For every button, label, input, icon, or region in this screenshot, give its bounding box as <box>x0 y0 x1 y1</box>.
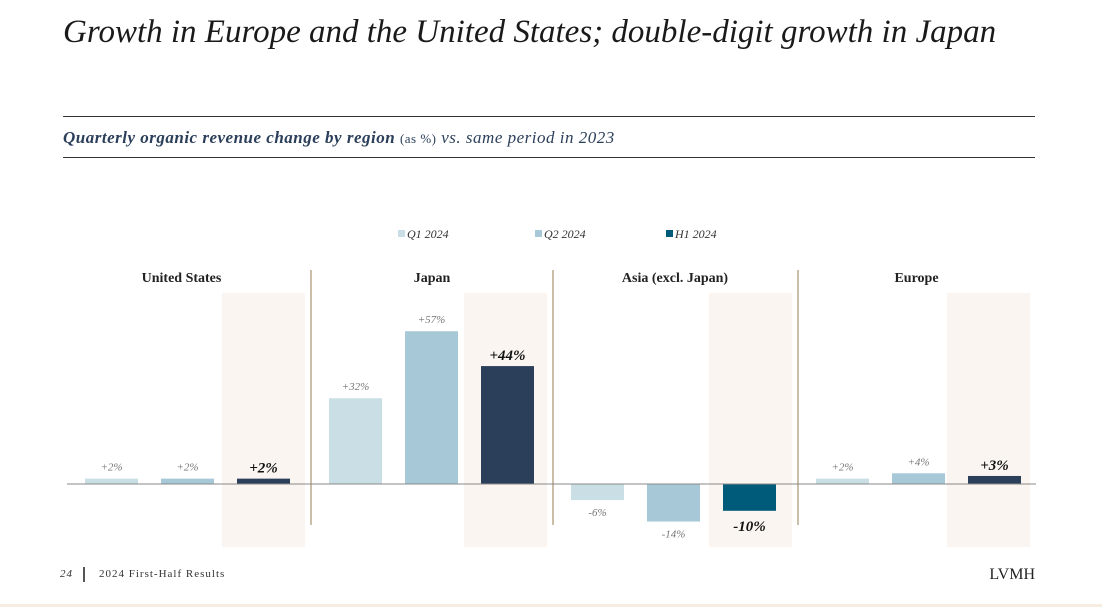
category-label: Asia (excl. Japan) <box>622 271 729 286</box>
bar <box>571 484 624 501</box>
legend-label: Q2 2024 <box>544 227 586 241</box>
slide-title: Growth in Europe and the United States; … <box>63 14 997 50</box>
footer-label: 2024 First-Half Results <box>99 568 226 581</box>
bar <box>85 478 138 484</box>
data-label: -10% <box>733 519 766 535</box>
highlight-band <box>222 293 305 547</box>
legend-label: H1 2024 <box>674 227 717 241</box>
data-label: +4% <box>907 456 929 468</box>
data-label: +2% <box>176 462 198 474</box>
chart-subtitle: Quarterly organic revenue change by regi… <box>63 128 615 148</box>
data-label: +44% <box>489 348 525 364</box>
data-label: +3% <box>980 458 1009 474</box>
lvmh-logo: LVMH <box>989 566 1035 583</box>
data-label: -14% <box>662 529 686 541</box>
data-label: +2% <box>100 462 122 474</box>
divider <box>63 157 1035 158</box>
bar <box>329 398 382 484</box>
page-number: 24 <box>60 568 73 581</box>
bar <box>647 484 700 522</box>
bar <box>816 478 869 484</box>
data-label: +2% <box>249 461 278 477</box>
bar <box>481 366 534 484</box>
data-label: -6% <box>588 507 606 519</box>
divider <box>63 116 1035 117</box>
bottom-band <box>0 604 1102 607</box>
highlight-band <box>947 293 1030 547</box>
bar <box>723 484 776 511</box>
data-label: +2% <box>831 462 853 474</box>
data-label: +32% <box>342 381 370 393</box>
bar <box>968 475 1021 484</box>
data-label: +57% <box>418 314 446 326</box>
bar <box>161 478 214 484</box>
legend-label: Q1 2024 <box>407 227 449 241</box>
bar <box>892 473 945 484</box>
category-label: Europe <box>894 271 938 286</box>
legend-swatch <box>398 230 405 237</box>
category-label: Japan <box>414 271 451 286</box>
subtitle-bold: Quarterly organic revenue change by regi… <box>63 128 396 147</box>
footer: 24 2024 First-Half Results <box>60 567 225 582</box>
subtitle-unit: (as %) <box>399 131 437 146</box>
footer-separator <box>83 567 85 582</box>
bar <box>405 331 458 484</box>
bar <box>237 478 290 484</box>
legend-swatch <box>666 230 673 237</box>
subtitle-rest: vs. same period in 2023 <box>441 128 615 147</box>
legend-swatch <box>535 230 542 237</box>
category-label: United States <box>142 271 222 286</box>
